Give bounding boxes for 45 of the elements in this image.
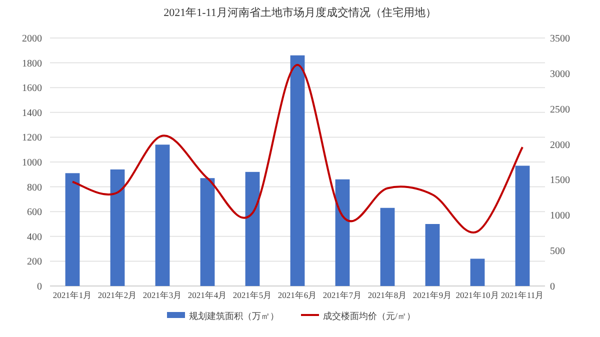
legend-label: 成交楼面均价（元/㎡） [323, 311, 416, 321]
bar [515, 166, 530, 286]
bar [470, 258, 485, 286]
y-tick-label: 1800 [22, 58, 42, 70]
y-tick-label: 400 [27, 232, 42, 243]
y-tick-label: 1400 [22, 108, 42, 119]
bar [290, 55, 305, 286]
x-tick-label: 2021年1月 [52, 290, 92, 300]
bar [380, 208, 395, 286]
x-tick-label: 2021年7月 [322, 290, 362, 300]
y2-tick-label: 0 [550, 282, 555, 292]
x-tick-label: 2021年10月 [456, 290, 500, 300]
bar [200, 178, 215, 286]
y-tick-label: 1200 [22, 132, 42, 144]
y2-tick-label: 3000 [550, 68, 570, 80]
y-tick-label: 1600 [22, 83, 42, 94]
bar [110, 169, 125, 286]
x-tick-label: 2021年4月 [188, 290, 228, 300]
x-tick-label: 2021年3月 [142, 290, 182, 300]
line-series [72, 64, 524, 233]
x-tick-label: 2021年2月 [98, 290, 138, 300]
y2-tick-label: 1000 [550, 210, 570, 222]
legend-label: 规划建筑面积（万㎡） [189, 311, 279, 321]
bar [155, 144, 170, 286]
y2-tick-label: 500 [550, 246, 565, 258]
y-tick-label: 200 [27, 256, 42, 268]
y-tick-label: 0 [37, 282, 42, 292]
bar [245, 172, 260, 286]
x-tick-label: 2021年5月 [232, 290, 272, 300]
x-tick-label: 2021年9月 [412, 290, 452, 300]
x-tick-label: 2021年8月 [368, 290, 408, 300]
y-tick-label: 2000 [22, 34, 42, 44]
y2-tick-label: 2000 [550, 140, 570, 151]
y2-tick-label: 1500 [550, 175, 570, 186]
y2-tick-label: 3500 [550, 34, 570, 44]
y-tick-label: 600 [27, 207, 42, 218]
chart-title: 2021年1-11月河南省土地市场月度成交情况（住宅用地） [164, 6, 436, 19]
bar [335, 179, 350, 286]
bar [425, 224, 440, 286]
y2-tick-label: 2500 [550, 104, 570, 116]
y-tick-label: 800 [27, 182, 42, 194]
y-tick-label: 1000 [22, 158, 42, 168]
x-tick-label: 2021年11月 [500, 290, 544, 300]
x-tick-label: 2021年6月 [278, 290, 318, 300]
bar [65, 173, 80, 286]
